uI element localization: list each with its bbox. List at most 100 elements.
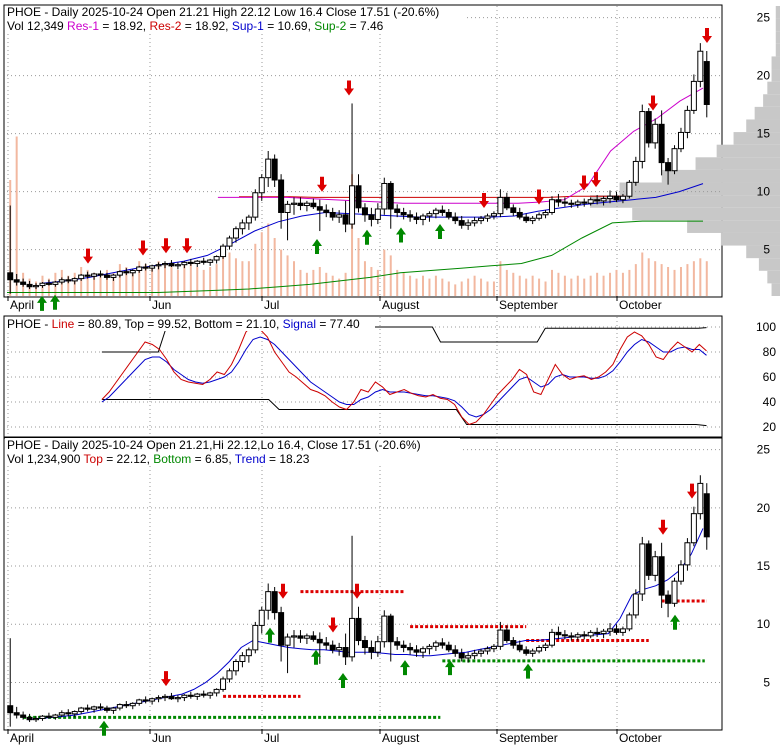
candle-body: [162, 263, 169, 266]
sell-arrow-icon: [83, 248, 93, 264]
candle-body: [432, 642, 439, 647]
volume-profile-bar: [758, 258, 780, 271]
candle-body: [697, 482, 704, 515]
legend-item-7: Signal: [283, 317, 316, 331]
y-tick-label: 10: [757, 617, 771, 631]
volume-bar: [189, 264, 192, 296]
volume-profile-bar: [771, 56, 780, 70]
candle-body: [516, 644, 523, 651]
osc-y-tick-label: 100: [756, 320, 776, 334]
legend-item-4: = 18.92,: [181, 19, 228, 33]
volume-bar: [673, 269, 676, 296]
res-1-line: [217, 87, 704, 204]
volume-profile-bar: [771, 69, 780, 82]
candle-body: [632, 160, 639, 183]
volume-bar: [512, 272, 515, 296]
candle-body: [639, 111, 646, 162]
volume-bar: [99, 275, 102, 296]
candle-body: [297, 635, 304, 639]
candle-body: [387, 182, 394, 210]
y-tick-label: 15: [757, 127, 771, 141]
candle-body: [116, 271, 123, 276]
buy-arrow-icon: [265, 627, 275, 643]
candle-body: [323, 642, 330, 646]
res-2-line: [239, 195, 626, 198]
candle-body: [336, 214, 343, 218]
price-header-legend: Vol 12,349 Res-1 = 18.92, Res-2 = 18.92,…: [7, 19, 384, 33]
legend-item-0: Vol 12,349: [7, 19, 64, 33]
candle-body: [658, 123, 665, 164]
volume-bar: [241, 261, 244, 296]
volume-bar: [602, 275, 605, 296]
candle-body: [33, 718, 40, 721]
volume-bar: [383, 249, 386, 296]
candle-body: [200, 693, 207, 696]
candle-body: [110, 274, 117, 278]
candle-body: [607, 195, 614, 200]
volume-profile-bar: [746, 245, 780, 259]
signal-arrows: [37, 28, 712, 311]
candle-body: [258, 609, 265, 626]
buy-arrow-icon: [99, 720, 109, 736]
candle-body: [458, 220, 465, 226]
candle-body: [149, 265, 156, 269]
legend-item-1: Res-1: [64, 19, 100, 33]
candle-body: [123, 704, 130, 707]
volume-bar: [260, 232, 263, 296]
candle-body: [374, 641, 381, 653]
candle-body: [52, 714, 59, 718]
candle-body: [703, 493, 710, 538]
lower-signal-arrows: [99, 483, 697, 736]
candle-body: [684, 542, 691, 566]
candle-body: [419, 215, 426, 220]
volume-profile-bar: [767, 270, 780, 284]
buy-arrow-icon: [670, 614, 680, 630]
sell-arrow-icon: [648, 95, 658, 111]
candle-body: [7, 705, 14, 714]
osc-y-tick-label: 80: [763, 345, 777, 359]
candle-body: [471, 652, 478, 657]
volume-bar: [525, 278, 528, 296]
price-header-bg: [5, 6, 465, 34]
candle-body: [84, 274, 91, 277]
candle-body: [226, 670, 233, 680]
candle-body: [303, 202, 310, 207]
price-panel-grid: [7, 6, 722, 296]
buy-arrow-icon: [523, 663, 533, 679]
lower-price-x-axis: April Jun Jul August September October: [7, 729, 662, 745]
legend-item-0: PHOE -: [7, 317, 52, 331]
lower-price-panel-frame: [3, 436, 723, 731]
lower-header-legend: Vol 1,234,900 Top = 22.12, Bottom = 6.85…: [7, 452, 310, 466]
candle-body: [71, 711, 78, 715]
candle-body: [226, 237, 233, 247]
volume-bar: [531, 275, 534, 296]
buy-arrow-icon: [37, 295, 47, 311]
candle-body: [103, 274, 110, 278]
legend-item-8: = 77.40: [316, 317, 360, 331]
volume-bar: [415, 278, 418, 296]
sell-arrow-icon: [161, 671, 171, 687]
candle-body: [45, 715, 52, 718]
candle-body: [677, 131, 684, 150]
candle-body: [284, 636, 291, 646]
candle-body: [174, 697, 181, 700]
candle-body: [97, 273, 104, 276]
candle-body: [407, 214, 414, 218]
candle-body: [677, 564, 684, 582]
legend-item-5: Bottom: [194, 317, 232, 331]
candle-body: [632, 593, 639, 616]
candle-body: [329, 644, 336, 651]
candle-body: [355, 617, 362, 642]
candle-body: [697, 50, 704, 82]
candle-body: [58, 279, 65, 283]
candle-body: [413, 649, 420, 653]
volume-bar: [460, 281, 463, 296]
candle-body: [394, 641, 401, 646]
volume-bar: [428, 278, 431, 296]
candle-body: [13, 712, 20, 716]
candle-body: [445, 211, 452, 218]
volume-bar: [254, 243, 257, 296]
candle-body: [665, 594, 672, 604]
candle-body: [594, 631, 601, 635]
candle-body: [103, 707, 110, 711]
